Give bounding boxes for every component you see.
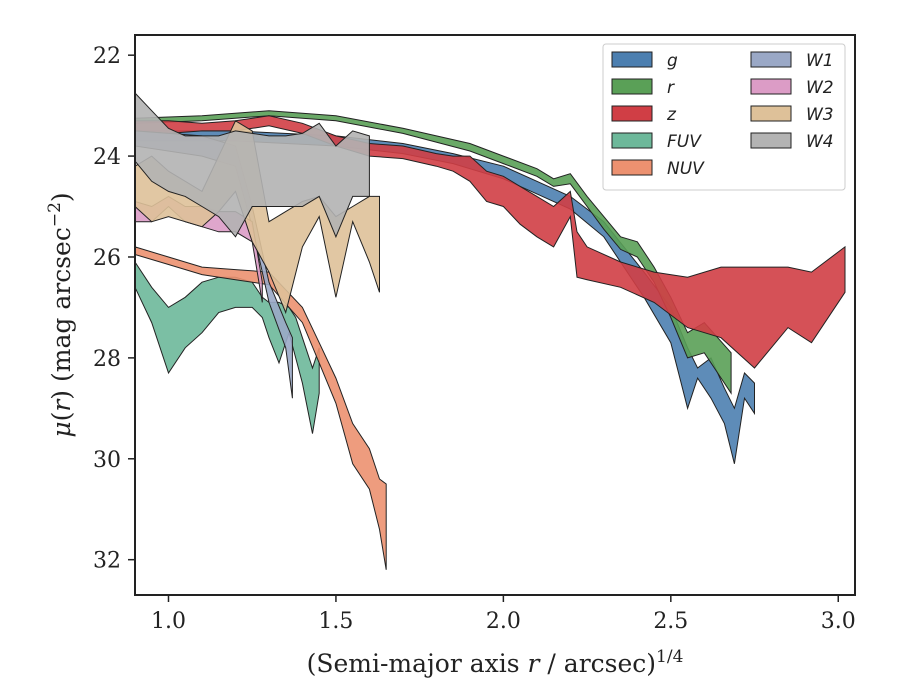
x-tick-label: 2.5 [653, 609, 688, 634]
band-r [134, 110, 732, 395]
legend-swatch-w4 [750, 132, 792, 149]
legend-swatch-fuv [611, 132, 653, 149]
x-tick-label: 3.0 [821, 609, 856, 634]
x-axis-label-var: r [528, 649, 542, 678]
legend-label-z: z [666, 105, 677, 125]
y-axis-label-open: ( [47, 412, 76, 422]
legend-label-w1: W1 [806, 51, 834, 71]
plot-frame [134, 34, 856, 596]
y-axis-label-close: ) [47, 390, 76, 400]
band-z [134, 115, 846, 369]
legend-swatch-g [611, 51, 653, 68]
legend: grz FUV NUV W1 W2 W3 W4 [602, 43, 846, 191]
profile-bands [134, 91, 846, 570]
legend-label-fuv: FUV [667, 132, 702, 152]
y-axis-label-mu: μ [47, 421, 76, 437]
legend-label-w3: W3 [806, 105, 834, 125]
y-axis-label-sup: −2 [45, 202, 65, 227]
y-tick-label: 30 [93, 448, 121, 473]
legend-swatch-w2 [750, 78, 792, 95]
y-axis-label-var: r [47, 398, 76, 412]
legend-swatch-w1 [750, 51, 792, 68]
legend-label-w2: W2 [806, 78, 834, 98]
y-axis-label: μ(r) (mag arcsec−2) [45, 192, 76, 437]
y-axis-label-end: ) [47, 192, 76, 202]
legend-label-nuv: NUV [667, 159, 705, 179]
x-tick-label: 1.0 [151, 609, 186, 634]
x-axis-label-post: / arcsec) [539, 649, 656, 678]
x-axis-label-pre: (Semi-major axis [307, 649, 528, 678]
y-axis-ticks: 22 24 26 28 30 32 [93, 44, 135, 574]
x-axis-ticks: 1.0 1.5 2.0 2.5 3.0 [151, 595, 856, 634]
x-axis-label: (Semi-major axis r / arcsec)1/4 [307, 647, 684, 678]
legend-swatch-w3 [750, 105, 792, 122]
x-tick-label: 2.0 [486, 609, 521, 634]
legend-label-w4: W4 [806, 132, 834, 152]
x-tick-label: 1.5 [318, 609, 353, 634]
legend-label-r: r [667, 78, 675, 98]
legend-swatch-z [611, 105, 653, 122]
legend-swatch-nuv [611, 159, 653, 176]
x-axis-label-sup: 1/4 [656, 647, 683, 667]
legend-swatch-r [611, 78, 653, 95]
y-tick-label: 26 [93, 246, 121, 271]
legend-label-g: g [667, 51, 678, 71]
y-tick-label: 32 [93, 549, 121, 574]
band-w4 [134, 91, 370, 239]
y-tick-label: 28 [93, 347, 121, 372]
y-tick-label: 24 [93, 145, 121, 170]
y-axis-label-unit: (mag arcsec [47, 227, 76, 390]
y-tick-label: 22 [93, 44, 121, 69]
